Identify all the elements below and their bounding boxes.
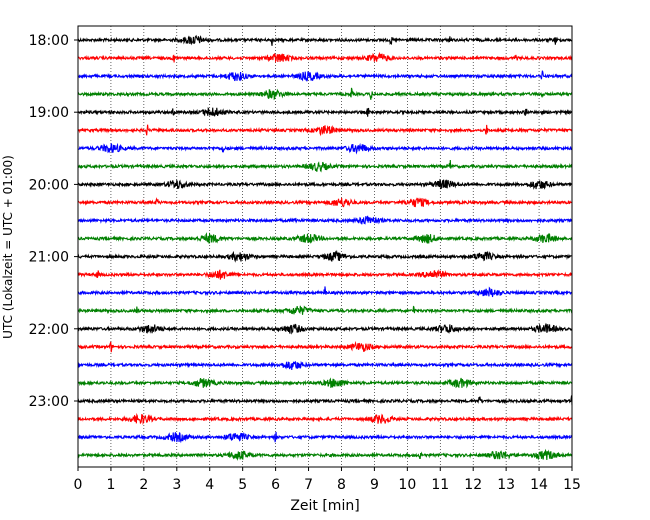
trace-1930 xyxy=(77,142,573,155)
trace-2100 xyxy=(77,249,573,263)
x-tick-label: 7 xyxy=(304,477,313,493)
y-axis-ticks: 18:00 19:00 20:00 21:00 22:00 23:00 xyxy=(29,33,78,410)
x-tick-label: 13 xyxy=(497,477,515,493)
trace-2145 xyxy=(77,305,573,315)
trace-2045 xyxy=(77,232,573,244)
trace-1800 xyxy=(77,34,573,46)
y-tick-label: 22:00 xyxy=(29,322,69,338)
trace-2245 xyxy=(77,377,573,389)
trace-2115 xyxy=(77,269,573,280)
trace-2330 xyxy=(77,431,573,444)
plot-frame xyxy=(77,25,573,468)
y-tick-label: 23:00 xyxy=(29,394,69,410)
trace-2300 xyxy=(77,395,573,406)
trace-1945 xyxy=(77,159,573,173)
x-tick-label: 15 xyxy=(563,477,581,493)
y-tick-label: 21:00 xyxy=(29,250,69,266)
trace-2345 xyxy=(77,448,573,461)
trace-1830 xyxy=(77,70,573,82)
x-tick-label: 4 xyxy=(205,477,214,493)
y-tick-label: 20:00 xyxy=(29,177,69,193)
x-axis-label: Zeit [min] xyxy=(290,498,359,514)
x-tick-label: 12 xyxy=(464,477,482,493)
x-tick-label: 6 xyxy=(271,477,280,493)
y-axis-label: UTC (Lokalzeit = UTC + 01:00) xyxy=(1,155,15,339)
trace-1900 xyxy=(77,106,573,117)
trace-1815 xyxy=(77,51,573,64)
x-tick-label: 10 xyxy=(398,477,416,493)
x-tick-label: 1 xyxy=(106,477,115,493)
x-tick-label: 0 xyxy=(74,477,83,493)
trace-2215 xyxy=(77,340,573,353)
trace-2015 xyxy=(77,197,573,208)
x-tick-label: 3 xyxy=(172,477,181,493)
seismic-traces xyxy=(77,34,573,461)
x-tick-label: 11 xyxy=(431,477,449,493)
trace-2315 xyxy=(77,412,573,426)
x-tick-label: 14 xyxy=(530,477,548,493)
x-tick-label: 8 xyxy=(337,477,346,493)
x-tick-label: 2 xyxy=(139,477,148,493)
trace-1845 xyxy=(77,87,573,101)
trace-2030 xyxy=(77,215,573,225)
trace-2000 xyxy=(77,178,573,190)
trace-1915 xyxy=(77,124,573,137)
y-tick-label: 19:00 xyxy=(29,105,69,121)
trace-2200 xyxy=(77,322,573,335)
trace-2130 xyxy=(77,286,573,298)
x-tick-label: 5 xyxy=(238,477,247,493)
trace-2230 xyxy=(77,360,573,370)
x-tick-label: 9 xyxy=(370,477,379,493)
y-tick-label: 18:00 xyxy=(29,33,69,49)
x-axis-ticks: 0 1 2 3 4 5 6 7 8 9 10 11 12 13 14 15 xyxy=(74,467,581,493)
